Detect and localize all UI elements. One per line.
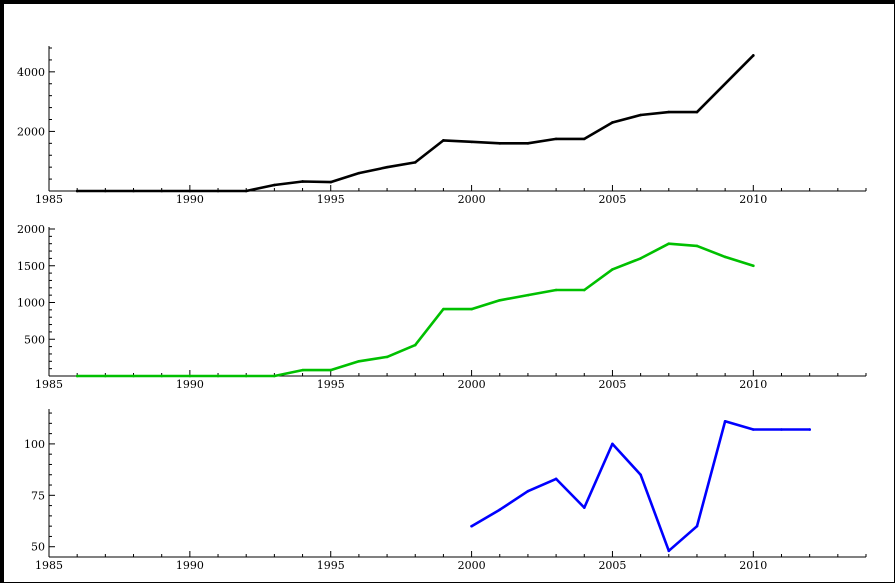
data-point: [188, 189, 192, 193]
data-point: [554, 137, 558, 141]
data-point: [385, 165, 389, 169]
data-point: [329, 180, 333, 184]
series-line-3: [470, 419, 812, 553]
y-tick-label: 2000: [17, 125, 45, 138]
series-line-2: [75, 242, 755, 378]
x-tick-label: 1995: [317, 378, 345, 391]
data-point: [470, 307, 473, 311]
data-point: [611, 268, 614, 271]
data-point: [442, 307, 445, 311]
data-point: [216, 189, 220, 193]
x-tick-label: 2005: [598, 559, 626, 572]
data-point: [470, 140, 473, 144]
y-tick-label: 50: [31, 541, 45, 554]
data-point: [695, 110, 699, 114]
data-point: [723, 255, 727, 259]
data-point: [808, 428, 811, 431]
x-tick-label: 1990: [176, 559, 204, 572]
chart-panel-2: 1985 1990 1995 2000 2005 2010 500 1000 1500 2000: [17, 223, 867, 391]
data-point: [104, 374, 107, 378]
x-tick-label: 1985: [35, 559, 63, 572]
data-point: [526, 293, 530, 297]
data-point: [526, 142, 530, 145]
data-point: [639, 113, 642, 117]
data-point: [273, 374, 276, 378]
data-point: [75, 374, 79, 378]
data-point: [273, 183, 276, 187]
data-point: [413, 161, 417, 164]
data-point: [329, 368, 333, 372]
data-point: [639, 473, 642, 477]
data-point: [498, 508, 502, 512]
x-tick-label: 2005: [598, 378, 626, 391]
y-tick-label: 1000: [17, 297, 45, 310]
x-tick-label: 2000: [458, 193, 486, 206]
data-point: [582, 506, 586, 509]
data-point: [244, 374, 248, 378]
data-point: [752, 54, 755, 57]
data-point: [75, 189, 79, 193]
y-tick-label: 1500: [17, 260, 45, 273]
y-tick-label: 75: [31, 489, 45, 502]
data-point: [498, 298, 502, 302]
data-point: [413, 343, 417, 347]
x-tick-label: 1995: [317, 559, 345, 572]
data-point: [132, 374, 135, 378]
y-tick-label: 4000: [17, 66, 45, 79]
data-point: [442, 139, 445, 142]
y-tick-label: 2000: [17, 223, 45, 236]
chart-panel-1: 1985 1990 1995 2000 2005 2010 2000 4000: [17, 46, 867, 206]
y-tick-label: 100: [24, 438, 45, 451]
x-tick-label: 1990: [176, 378, 204, 391]
data-point: [498, 142, 502, 145]
data-point: [752, 428, 755, 431]
data-point: [611, 121, 614, 124]
x-tick-label: 2010: [739, 193, 767, 206]
data-point: [752, 264, 755, 268]
data-point: [667, 110, 671, 114]
data-point: [104, 189, 107, 193]
data-point: [695, 244, 699, 248]
x-tick-label: 2005: [598, 193, 626, 206]
data-point: [582, 137, 586, 141]
x-tick-label: 1985: [35, 193, 63, 206]
data-point: [216, 374, 220, 378]
data-point: [301, 180, 304, 183]
data-point: [132, 189, 135, 193]
x-tick-label: 2010: [739, 559, 767, 572]
y-tick-label: 500: [24, 333, 45, 346]
data-point: [244, 189, 248, 193]
data-point: [582, 288, 586, 292]
x-tick-label: 2000: [458, 378, 486, 391]
data-point: [611, 442, 614, 446]
x-tick-label: 1990: [176, 193, 204, 206]
data-point: [723, 419, 727, 423]
data-point: [357, 171, 361, 175]
data-point: [695, 524, 699, 528]
data-point: [385, 355, 389, 359]
x-tick-label: 2000: [458, 559, 486, 572]
data-point: [667, 242, 671, 245]
data-point: [160, 374, 163, 378]
data-point: [554, 288, 558, 292]
data-point: [160, 189, 163, 193]
series-line-1: [75, 54, 755, 193]
data-point: [188, 374, 192, 378]
x-tick-label: 1995: [317, 193, 345, 206]
chart-panel-3: 1985 1990 1995 2000 2005 2010 50 75 100: [24, 409, 867, 572]
data-point: [554, 477, 558, 481]
data-point: [470, 524, 473, 528]
data-point: [526, 489, 530, 493]
data-point: [667, 549, 671, 553]
data-point: [357, 360, 361, 363]
x-tick-label: 1985: [35, 378, 63, 391]
data-point: [780, 428, 783, 431]
data-point: [301, 368, 304, 372]
x-tick-label: 2010: [739, 378, 767, 391]
data-point: [639, 257, 642, 260]
